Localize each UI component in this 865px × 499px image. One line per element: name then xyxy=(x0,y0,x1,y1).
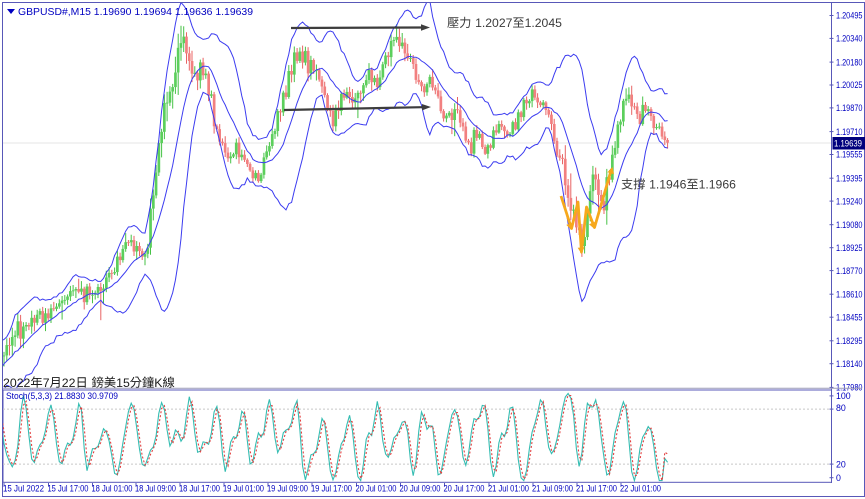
svg-text:GBPUSD#,M15 1.19690 1.19694 1: GBPUSD#,M15 1.19690 1.19694 1.19636 1.19… xyxy=(18,7,253,18)
svg-text:1.2027: 1.2027 xyxy=(475,16,513,30)
svg-text:80: 80 xyxy=(836,403,846,413)
svg-text:7: 7 xyxy=(43,376,50,390)
svg-text:19 Jul 17:00: 19 Jul 17:00 xyxy=(311,484,352,494)
svg-text:1.18295: 1.18295 xyxy=(836,336,863,346)
svg-text:19 Jul 09:00: 19 Jul 09:00 xyxy=(267,484,308,494)
svg-text:1.19639: 1.19639 xyxy=(834,139,862,149)
svg-text:1.19395: 1.19395 xyxy=(836,173,863,183)
svg-text:1.18925: 1.18925 xyxy=(836,243,863,253)
svg-text:1.19555: 1.19555 xyxy=(836,150,863,160)
svg-text:15: 15 xyxy=(116,376,130,390)
svg-text:1.18770: 1.18770 xyxy=(836,266,863,276)
svg-text:22 Jul 01:00: 22 Jul 01:00 xyxy=(620,484,661,494)
svg-text:100: 100 xyxy=(836,391,851,401)
svg-text:15 Jul 2022: 15 Jul 2022 xyxy=(3,484,44,494)
svg-text:1.1966: 1.1966 xyxy=(699,178,737,192)
svg-text:21 Jul 17:00: 21 Jul 17:00 xyxy=(576,484,617,494)
svg-text:K: K xyxy=(154,376,163,390)
svg-text:1.20025: 1.20025 xyxy=(836,80,863,90)
svg-text:1.1946: 1.1946 xyxy=(649,178,687,192)
svg-text:1.17980: 1.17980 xyxy=(836,383,863,393)
svg-text:1.18610: 1.18610 xyxy=(836,289,863,299)
svg-text:1.18455: 1.18455 xyxy=(836,312,863,322)
svg-text:1.19240: 1.19240 xyxy=(836,196,863,206)
svg-text:1.20495: 1.20495 xyxy=(836,11,863,21)
svg-text:20 Jul 17:00: 20 Jul 17:00 xyxy=(444,484,485,494)
svg-text:19 Jul 01:00: 19 Jul 01:00 xyxy=(223,484,264,494)
svg-text:Stoch(5,3,3) 21.8830 30.9709: Stoch(5,3,3) 21.8830 30.9709 xyxy=(6,391,118,401)
svg-text:21 Jul 09:00: 21 Jul 09:00 xyxy=(532,484,573,494)
svg-text:22: 22 xyxy=(62,376,76,390)
svg-text:1.19080: 1.19080 xyxy=(836,220,863,230)
svg-text:18 Jul 09:00: 18 Jul 09:00 xyxy=(135,484,176,494)
svg-text:1.19710: 1.19710 xyxy=(836,127,863,137)
svg-text:20 Jul 09:00: 20 Jul 09:00 xyxy=(400,484,441,494)
svg-text:1.18140: 1.18140 xyxy=(836,359,863,369)
svg-text:1.19870: 1.19870 xyxy=(836,103,863,113)
svg-text:0: 0 xyxy=(836,473,841,483)
svg-text:20: 20 xyxy=(836,460,846,470)
svg-text:20 Jul 01:00: 20 Jul 01:00 xyxy=(356,484,397,494)
svg-text:21 Jul 01:00: 21 Jul 01:00 xyxy=(488,484,529,494)
svg-text:15 Jul 17:00: 15 Jul 17:00 xyxy=(48,484,89,494)
svg-text:1.2045: 1.2045 xyxy=(525,16,563,30)
svg-text:18 Jul 01:00: 18 Jul 01:00 xyxy=(92,484,133,494)
svg-text:18 Jul 17:00: 18 Jul 17:00 xyxy=(179,484,220,494)
svg-text:1.20340: 1.20340 xyxy=(836,34,863,44)
svg-text:1.20180: 1.20180 xyxy=(836,57,863,67)
svg-text:2022: 2022 xyxy=(3,376,31,390)
